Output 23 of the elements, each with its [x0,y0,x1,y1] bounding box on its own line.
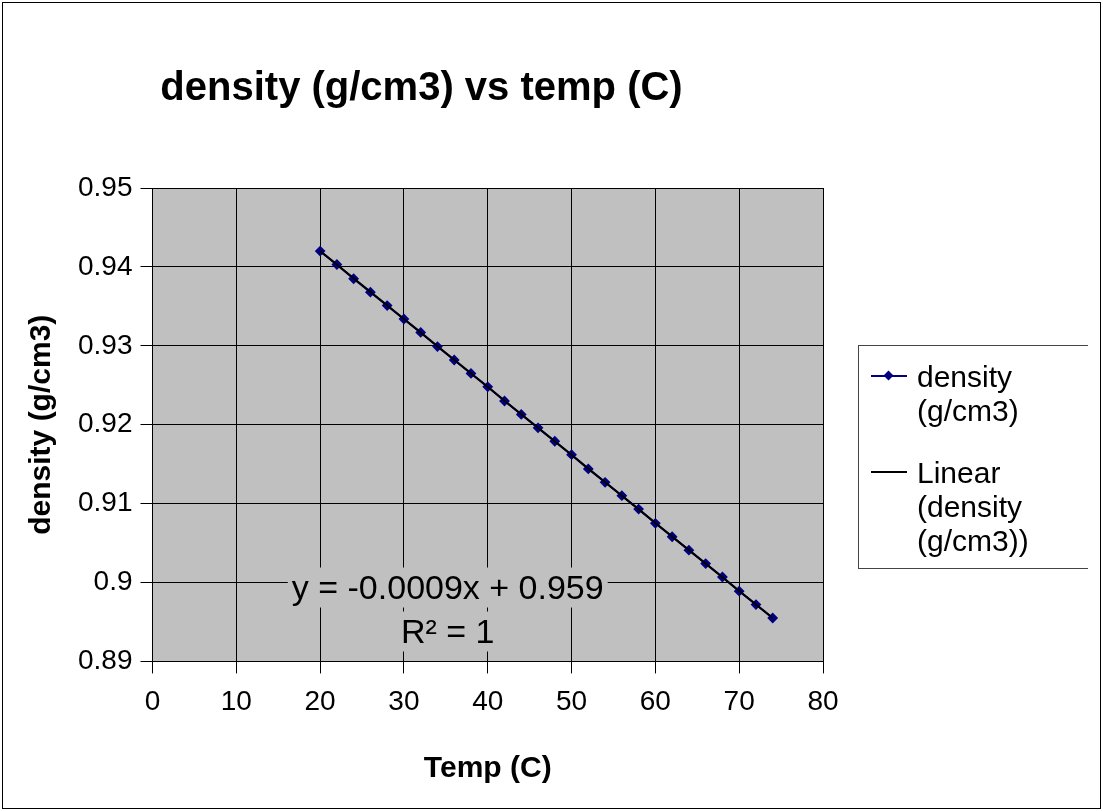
y-tick-label: 0.95 [78,170,133,202]
x-tick-label: 50 [555,684,588,716]
x-tick-label: 70 [723,684,755,716]
legend-label: density (g/cm3) [917,360,1020,428]
y-tick-label: 0.91 [78,486,133,518]
y-axis-title: density (g/cm3) [23,314,57,535]
x-tick-label: 0 [144,684,161,716]
legend-label: Linear (density (g/cm3)) [917,456,1030,558]
x-axis-title: Temp (C) [423,750,552,784]
annotation: R² = 1 [400,612,495,651]
x-tick-label: 40 [472,684,504,716]
annotation: y = -0.0009x + 0.959 [291,568,604,607]
y-tick-label: 0.9 [93,565,133,597]
x-tick-label: 10 [220,684,252,716]
chart-title: density (g/cm3) vs temp (C) [160,64,683,109]
y-tick-label: 0.93 [78,328,133,360]
x-tick-label: 60 [639,684,671,716]
x-tick-label: 20 [304,684,336,716]
y-tick-label: 0.89 [78,644,133,676]
y-tick-label: 0.94 [78,249,133,281]
x-tick-label: 80 [807,684,839,716]
x-tick-label: 30 [388,684,420,716]
y-tick-label: 0.92 [78,407,133,439]
